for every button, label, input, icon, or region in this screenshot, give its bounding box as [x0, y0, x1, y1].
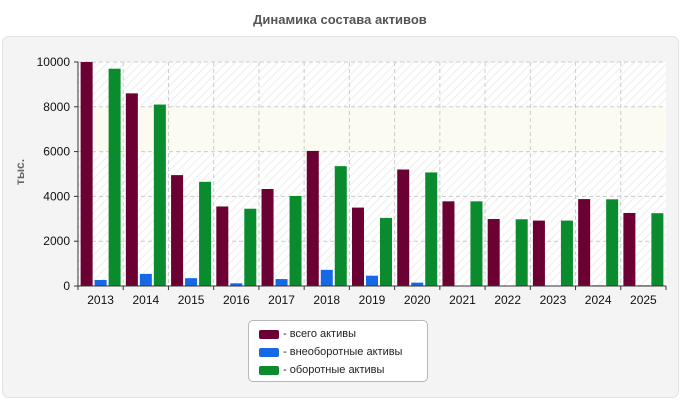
bar-0-2015: [171, 175, 184, 286]
legend-label-total: - всего активы: [283, 328, 356, 340]
y-tick-label: 10000: [37, 55, 71, 69]
legend-swatch-current: [259, 365, 279, 375]
x-tick-label: 2018: [313, 293, 340, 307]
bar-2-2025: [651, 213, 664, 286]
bar-2-2018: [334, 166, 347, 286]
bar-0-2024: [578, 199, 591, 286]
bar-2-2013: [108, 68, 121, 286]
x-tick-label: 2023: [540, 293, 567, 307]
bar-0-2018: [306, 150, 319, 286]
bar-2-2015: [199, 181, 212, 286]
legend-swatch-noncurrent: [259, 347, 279, 357]
legend-item-current: - оборотные активы: [259, 361, 427, 379]
y-tick-label: 0: [63, 279, 70, 293]
bar-1-2019: [366, 275, 378, 286]
chart-legend: - всего активы - внеоборотные активы - о…: [248, 320, 428, 382]
x-tick-label: 2024: [585, 293, 612, 307]
bar-0-2017: [261, 189, 274, 286]
legend-item-total: - всего активы: [259, 325, 427, 343]
chart-title: Динамика состава активов: [253, 12, 427, 27]
plot-hatch: [78, 62, 666, 286]
bar-0-2016: [216, 206, 229, 286]
x-tick-label: 2017: [268, 293, 295, 307]
bar-2-2024: [606, 199, 619, 286]
bar-2-2023: [560, 220, 573, 286]
bar-0-2019: [352, 207, 364, 286]
bar-0-2013: [80, 62, 93, 286]
bar-1-2013: [94, 279, 107, 286]
bar-2-2022: [515, 219, 528, 286]
y-tick-label: 6000: [43, 145, 70, 159]
bar-0-2021: [442, 201, 455, 286]
bar-1-2016: [230, 283, 243, 286]
x-tick-label: 2022: [494, 293, 521, 307]
bar-1-2014: [139, 273, 152, 286]
legend-item-noncurrent: - внеоборотные активы: [259, 343, 427, 361]
bar-2-2019: [380, 217, 392, 286]
bar-2-2016: [244, 208, 257, 286]
plot-band: [78, 106, 666, 152]
bar-2-2021: [470, 201, 483, 286]
bar-0-2022: [487, 219, 500, 286]
x-tick-label: 2025: [630, 293, 657, 307]
x-tick-label: 2021: [449, 293, 476, 307]
bar-0-2023: [532, 220, 545, 286]
y-axis-label: тыс.: [13, 159, 27, 185]
legend-label-current: - оборотные активы: [283, 364, 385, 376]
x-tick-label: 2020: [404, 293, 431, 307]
y-tick-label: 8000: [43, 100, 70, 114]
bar-1-2020: [411, 282, 424, 286]
x-tick-label: 2013: [87, 293, 114, 307]
x-tick-label: 2016: [223, 293, 250, 307]
bar-1-2017: [275, 279, 288, 286]
bar-2-2017: [289, 195, 302, 286]
bar-0-2025: [623, 212, 636, 286]
bar-0-2020: [397, 169, 410, 286]
legend-label-noncurrent: - внеоборотные активы: [283, 346, 403, 358]
bar-2-2020: [425, 172, 438, 286]
bar-2-2014: [153, 104, 166, 286]
x-tick-label: 2014: [132, 293, 159, 307]
bar-0-2014: [125, 93, 138, 286]
y-tick-label: 4000: [43, 189, 70, 203]
bar-1-2015: [185, 278, 198, 286]
x-tick-label: 2015: [178, 293, 205, 307]
y-tick-label: 2000: [43, 234, 70, 248]
bar-1-2018: [320, 269, 333, 286]
x-tick-label: 2019: [359, 293, 386, 307]
legend-swatch-total: [259, 329, 279, 339]
